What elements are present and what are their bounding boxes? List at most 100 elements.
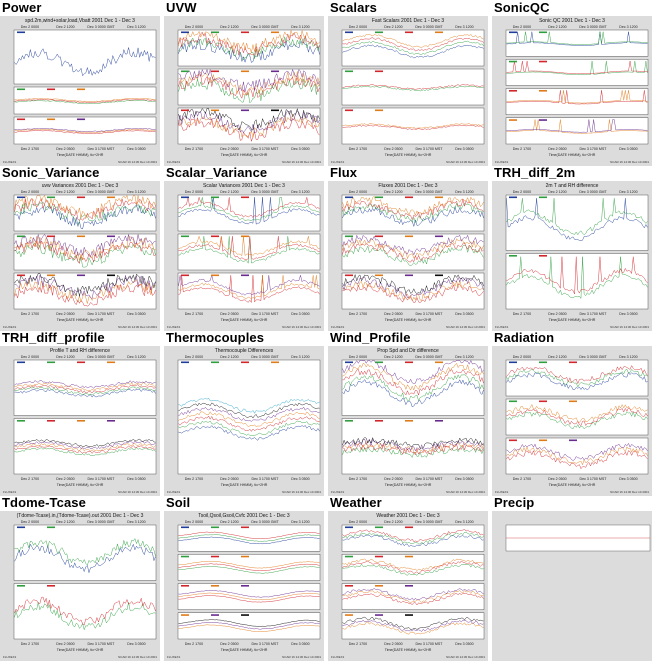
top-tick-label: Dec 2 0000 [185,355,203,359]
bottom-tick-label: Dec 2 0500 [220,477,238,481]
legend-swatch [241,555,249,558]
plot-thumbnail[interactable]: Dec 2 0000 Dec 2 1200 Dec 3 0000 GMT Dec 3 … [164,16,324,166]
panel-title[interactable]: Precip [494,495,535,510]
legend-swatch [539,90,547,92]
panel-title[interactable]: UVW [166,0,197,15]
plot-thumbnail[interactable]: Fast Scalars 2001 Dec 1 - Dec 3 Dec 2 000… [328,16,488,166]
legend-swatch [241,274,249,277]
top-tick-label: Dec 2 1200 [56,25,74,29]
plot-title: spd.2m,wind+solar,load,Vbatt 2001 Dec 1 … [25,18,135,24]
legend-swatch [345,361,353,364]
plot-thumbnail[interactable]: Weather 2001 Dec 1 - Dec 3 Dec 2 0000 Dec … [328,511,488,661]
legend-swatch [47,361,55,364]
plot-thumbnail[interactable]: Fluxes 2001 Dec 1 - Dec 3 Dec 2 0000 Dec 2… [328,181,488,331]
series-line [178,566,320,574]
legend-swatch [405,361,413,364]
bottom-tick-label: Dec 2 1700 [185,147,203,151]
panel-title[interactable]: SonicQC [494,0,550,15]
footer-left: FLUXEX1 [331,655,345,659]
plot-thumbnail[interactable]: Profile T and RH difference Dec 2 0000 Dec… [0,346,160,496]
legend-swatch [211,585,219,587]
plot-thumbnail[interactable]: spd.2m,wind+solar,load,Vbatt 2001 Dec 1 … [0,16,160,166]
series-line [14,440,156,449]
series-line [14,99,156,103]
plot-thumbnail[interactable]: (Tdome-Tcase).in,(Tdome-Tcase).out 2001 … [0,511,160,661]
footer-right: NCAR 16 14:30 Dec 10 2001 [446,325,485,329]
panel-title[interactable]: TRH_diff_profile [2,330,105,345]
subplot-frame [505,398,649,436]
bottom-tick-label: Dec 3 0500 [619,147,637,151]
legend-swatch [345,31,353,34]
panel-title[interactable]: Soil [166,495,191,510]
legend-swatch [375,31,383,34]
bottom-tick-label: Dec 3 1700 MST [88,642,116,646]
panel-title[interactable]: Scalars [330,0,377,15]
plot-thumbnail[interactable]: Scalar Variances 2001 Dec 1 - Dec 3 Dec 2… [164,181,324,331]
plot-thumbnail[interactable]: Sonic QC 2001 Dec 1 - Dec 3 Dec 2 0000 Dec… [492,16,652,166]
bottom-tick-label: Dec 3 1700 MST [252,147,280,151]
series-line [342,363,484,391]
series-line [14,543,156,574]
series-line [178,71,320,96]
panel-title[interactable]: Radiation [494,330,555,345]
series-line [342,619,484,632]
legend-swatch [181,196,189,199]
legend-swatch [77,88,85,91]
panel-title[interactable]: Flux [330,165,358,180]
subplot-frame [505,437,649,475]
top-tick-label: Dec 2 0000 [349,355,367,359]
bottom-tick-label: Dec 2 1700 [513,147,531,151]
plot-thumbnail[interactable]: 2m T and RH difference Dec 2 0000 Dec 2 12… [492,181,652,331]
subplot-frame [341,107,485,145]
series-line [178,420,320,437]
plot-thumbnail[interactable]: Tsoil,Qsoil,Gsoil,Cvfc 2001 Dec 1 - Dec … [164,511,324,661]
plot-thumbnail[interactable] [492,511,652,661]
panel-title[interactable]: Tdome-Tcase [2,495,86,510]
legend-swatch [47,526,55,529]
plot-image: Prop Spd and Dir difference Dec 2 0000 Dec… [328,346,488,496]
series-line [342,560,484,574]
bottom-tick-label: Dec 2 1700 [185,312,203,316]
panel-title[interactable]: Scalar_Variance [166,165,268,180]
legend-swatch [107,420,115,422]
plot-thumbnail[interactable]: uvw Variances 2001 Dec 1 - Dec 3 Dec 2 00… [0,181,160,331]
series-line [178,196,320,219]
top-tick-label: Dec 2 0000 [513,25,531,29]
panel-title[interactable]: TRH_diff_2m [494,165,576,180]
bottom-tick-label: Dec 3 0500 [455,312,473,316]
gallery-cell-wind_profile: Wind_Profile Prop Spd and Dir difference D… [328,330,491,496]
top-tick-label: Dec 2 0000 [513,355,531,359]
panel-title[interactable]: Power [2,0,42,15]
series-line [342,238,484,260]
series-line [14,602,156,631]
series-line [178,235,320,257]
subplot-frame [505,253,649,310]
subplot-frame [505,59,649,86]
panel-title[interactable]: Thermocouples [166,330,265,345]
series-line [178,36,320,61]
legend-swatch [509,60,517,63]
subplot-frame [341,418,485,475]
bottom-tick-label: Dec 2 0500 [384,147,402,151]
plot-title: Prop Spd and Dir difference [377,348,439,354]
panel-title[interactable]: Sonic_Variance [2,165,100,180]
plot-thumbnail[interactable]: Prop Spd and Dir difference Dec 2 0000 Dec… [328,346,488,496]
gallery-cell-trh_diff_profile: TRH_diff_profile Profile T and RH differe… [0,330,163,496]
series-line [14,382,156,392]
plot-title: Thermocouple Differences [215,348,274,354]
x-axis-label: Time(DATE HHMM), tic+2HR [57,648,104,652]
series-line [178,197,320,222]
series-line [342,374,484,402]
panel-title[interactable]: Wind_Profile [330,330,411,345]
series-line [342,124,484,131]
series-line [178,619,320,627]
series-line [342,590,484,603]
series-line [178,563,320,571]
legend-swatch [107,196,115,199]
series-line [14,234,156,258]
panel-title[interactable]: Weather [330,495,382,510]
subplot-frame [505,117,649,145]
legend-swatch [375,361,383,364]
plot-thumbnail[interactable]: Dec 2 0000 Dec 2 1200 Dec 3 0000 GMT Dec 3 … [492,346,652,496]
plot-thumbnail[interactable]: Thermocouple Differences Dec 2 0000 Dec 2 … [164,346,324,496]
